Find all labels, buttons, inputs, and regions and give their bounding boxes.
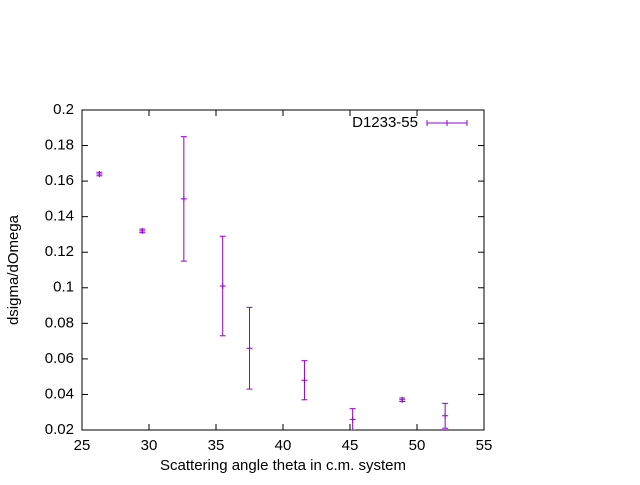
point (96, 171, 103, 177)
error-point (246, 306, 253, 390)
y-tick-label: 0.02 (45, 421, 74, 438)
y-tick-label: 0.14 (45, 208, 74, 225)
point (442, 412, 449, 419)
plot-border (81, 109, 485, 431)
error-point (219, 235, 226, 337)
y-tick-label: 0.16 (45, 172, 74, 189)
y-tick-label: 0.12 (45, 243, 74, 260)
y-tick-label: 0.2 (53, 101, 74, 118)
x-axis-label: Scattering angle theta in c.m. system (160, 457, 406, 474)
y-tick-label: 0.08 (45, 314, 74, 331)
legend-label: D1233-55 (352, 114, 418, 131)
x-tick-label: 25 (74, 437, 91, 454)
error-point (399, 396, 406, 403)
x-tick-label: 50 (409, 437, 426, 454)
error-point (139, 227, 146, 234)
error-point (442, 402, 449, 429)
x-tick-label: 55 (476, 437, 493, 454)
point (301, 377, 308, 384)
error-point (96, 171, 103, 177)
x-tick-label: 40 (275, 437, 292, 454)
error-point (349, 408, 356, 430)
plot-area (96, 136, 449, 430)
x-tick-label: 45 (342, 437, 359, 454)
legend-swatch (426, 120, 468, 126)
point (219, 283, 226, 289)
y-tick-label: 0.1 (53, 279, 74, 296)
point (349, 416, 356, 423)
point (180, 195, 187, 202)
point (139, 227, 146, 234)
point (246, 345, 253, 352)
error-point (180, 136, 187, 262)
point (399, 396, 406, 403)
y-tick-label: 0.18 (45, 137, 74, 154)
y-tick-label: 0.06 (45, 350, 74, 367)
x-tick-label: 30 (141, 437, 158, 454)
y-axis-label: dsigma/dOmega (5, 214, 22, 325)
error-point (301, 360, 308, 401)
y-tick-label: 0.04 (45, 385, 74, 402)
x-tick-label: 35 (208, 437, 225, 454)
